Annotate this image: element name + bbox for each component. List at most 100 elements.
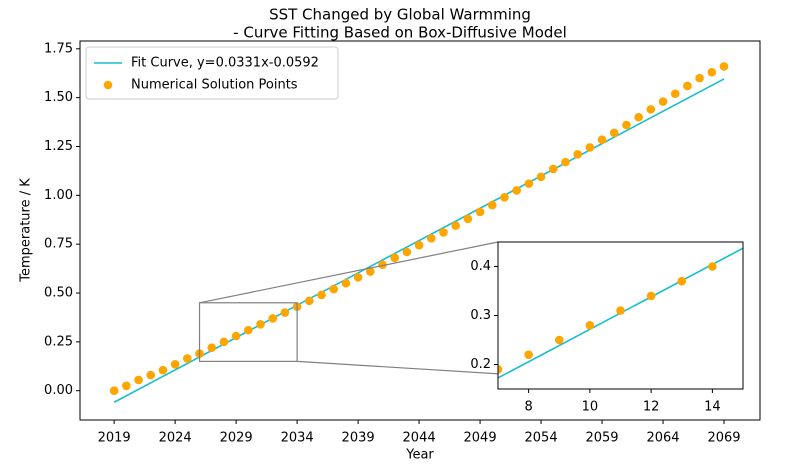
legend-swatch	[103, 80, 113, 90]
y-tick-label: 0.4	[470, 259, 491, 274]
legend-box	[85, 46, 339, 100]
data-point	[695, 73, 704, 83]
data-point	[244, 325, 253, 335]
data-point	[573, 150, 582, 159]
data-point	[622, 120, 631, 130]
y-tick-label: 0.75	[44, 237, 73, 252]
data-point	[524, 179, 534, 188]
data-point	[305, 296, 314, 306]
axes-frame	[79, 40, 761, 421]
data-point	[475, 207, 485, 217]
data-point	[170, 360, 180, 369]
y-tick-label: 1.25	[44, 139, 73, 154]
data-point	[219, 337, 229, 347]
x-tick-label: 2034	[281, 431, 314, 446]
x-tick-label: 2049	[464, 431, 497, 446]
data-point	[719, 62, 729, 71]
data-point	[109, 386, 119, 395]
data-point	[707, 67, 717, 77]
data-point	[329, 284, 339, 294]
data-point	[353, 273, 363, 282]
y-tick-label: 1.75	[44, 41, 73, 56]
data-point	[646, 291, 656, 301]
plot-area	[498, 242, 743, 389]
data-point	[122, 381, 131, 391]
data-point	[390, 253, 399, 263]
data-point	[616, 306, 625, 315]
data-point	[677, 276, 687, 286]
plot-layer	[109, 62, 729, 403]
zoom-box	[198, 302, 298, 362]
data-point	[317, 290, 326, 300]
data-point	[512, 186, 521, 195]
data-point	[207, 343, 217, 353]
data-point	[585, 321, 595, 330]
y-tick-label: 0.3	[470, 308, 491, 323]
data-point	[280, 308, 290, 317]
data-point	[451, 221, 460, 230]
data-point	[414, 240, 424, 250]
data-point	[548, 164, 558, 174]
y-tick-label: 0.00	[44, 383, 73, 398]
data-point	[708, 262, 717, 271]
data-point	[597, 135, 607, 144]
data-point	[439, 228, 448, 237]
data-point	[134, 375, 143, 385]
data-point	[554, 335, 564, 345]
data-point	[402, 247, 412, 257]
data-point	[634, 112, 643, 122]
x-tick-label: 2044	[403, 431, 436, 446]
y-tick-label: 0.2	[470, 357, 491, 372]
data-point	[158, 365, 168, 375]
data-point	[426, 234, 436, 243]
x-tick-label: 2029	[220, 431, 253, 446]
chart-subtitle: - Curve Fitting Based on Box-Diffusive M…	[233, 24, 567, 42]
data-point	[341, 278, 351, 288]
data-point	[365, 267, 375, 276]
chart-title: SST Changed by Global Warmming	[269, 6, 531, 24]
x-tick-label: 2024	[159, 431, 192, 446]
data-point	[585, 143, 595, 152]
data-point	[231, 331, 241, 341]
x-tick-label: 8	[524, 400, 532, 415]
data-point	[609, 128, 619, 138]
data-point	[268, 314, 278, 323]
data-point	[683, 81, 692, 91]
data-point	[256, 319, 265, 329]
data-point	[378, 260, 387, 269]
y-tick-label: 1.50	[44, 90, 73, 105]
y-tick-label: 1.00	[44, 188, 73, 203]
legend-label: Fit Curve, y=0.0331x-0.0592	[131, 56, 319, 71]
y-tick-label: 0.25	[44, 334, 73, 349]
x-tick-label: 2039	[342, 431, 375, 446]
data-point	[561, 157, 570, 167]
data-point	[658, 97, 668, 106]
x-tick-label: 2069	[707, 431, 740, 446]
x-tick-label: 2054	[525, 431, 558, 446]
x-tick-label: 12	[643, 400, 660, 415]
x-axis-label: Year	[405, 448, 434, 463]
data-point	[646, 105, 656, 114]
data-point	[146, 370, 156, 380]
x-tick-label: 10	[582, 400, 599, 415]
data-point	[463, 214, 473, 224]
axes-frame	[497, 241, 744, 390]
data-point	[500, 192, 509, 202]
y-tick-label: 0.50	[44, 286, 73, 301]
y-axis-label: Temperature / K	[19, 178, 34, 283]
data-point	[524, 350, 533, 360]
zoom-connector	[199, 241, 499, 304]
x-tick-label: 14	[704, 400, 721, 415]
data-point	[183, 354, 192, 363]
data-point	[487, 200, 497, 210]
plot-layer	[498, 247, 743, 379]
data-point	[498, 365, 503, 374]
x-tick-label: 2059	[585, 431, 618, 446]
x-tick-label: 2019	[98, 431, 131, 446]
x-tick-label: 2064	[646, 431, 679, 446]
data-point	[536, 172, 546, 182]
legend-label: Numerical Solution Points	[131, 78, 298, 93]
data-point	[670, 89, 680, 99]
